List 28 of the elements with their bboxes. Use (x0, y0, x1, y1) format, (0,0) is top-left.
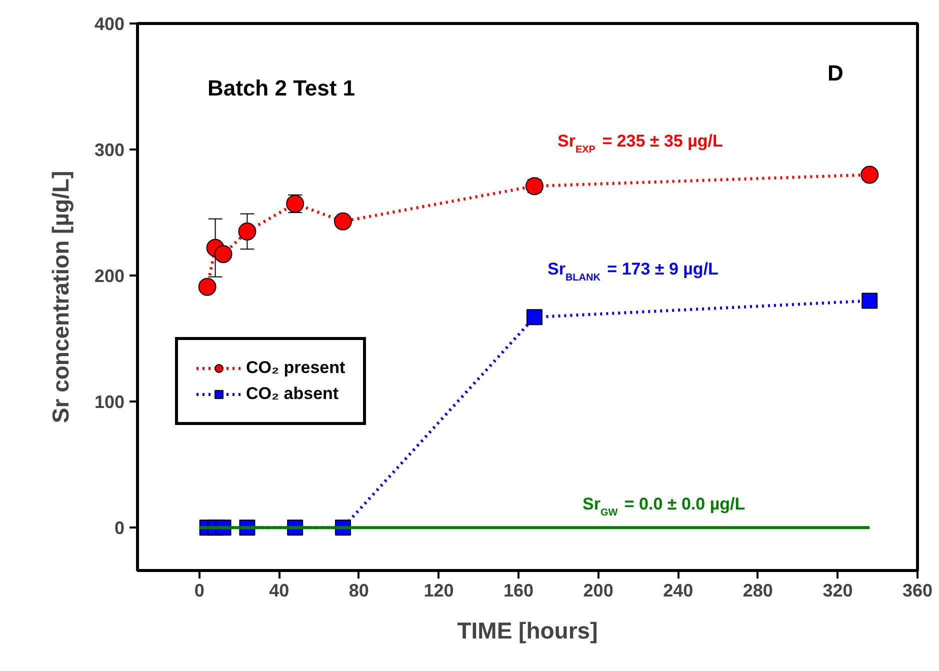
x-tick-label: 280 (742, 580, 773, 600)
point (214, 245, 232, 264)
x-tick-label: 360 (902, 580, 933, 600)
legend-label: CO₂ absent (246, 384, 339, 404)
y-tick-label: 100 (94, 392, 125, 412)
x-tick-label: 160 (504, 580, 534, 600)
legend-label: CO₂ present (246, 358, 346, 378)
x-tick-label: 240 (663, 580, 694, 600)
x-tick-label: 40 (269, 580, 290, 600)
y-tick-label: 300 (94, 140, 125, 160)
annotation: D (828, 60, 844, 86)
y-tick-label: 0 (114, 518, 125, 538)
x-tick-label: 120 (424, 580, 454, 600)
annotation: Batch 2 Test 1 (208, 76, 356, 100)
point (238, 222, 256, 240)
x-tick-label: 200 (583, 580, 614, 600)
point (198, 278, 216, 296)
point (860, 166, 879, 184)
x-tick-label: 320 (822, 580, 853, 600)
x-axis-title: TIME [hours] (457, 618, 598, 644)
point (526, 309, 542, 326)
y-tick-label: 200 (94, 266, 125, 286)
x-tick-label: 0 (194, 580, 204, 600)
y-tick-label: 400 (94, 14, 125, 34)
x-tick-label: 80 (348, 580, 369, 600)
point (334, 212, 352, 230)
y-axis-title: Sr concentration [µg/L] (47, 170, 74, 424)
point (862, 292, 878, 309)
